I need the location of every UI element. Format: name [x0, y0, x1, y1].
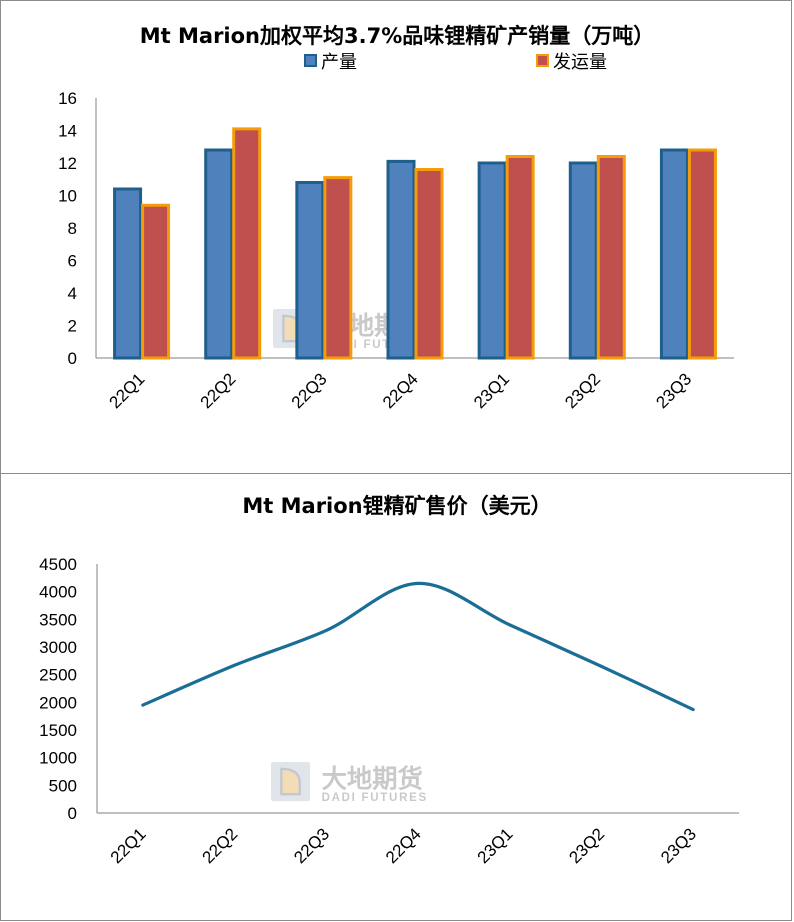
price-point-22Q4 — [417, 582, 419, 584]
price-panel: Mt Marion锂精矿售价（美元） 0 500 1000 1500 2000 2500 30… — [0, 473, 792, 921]
watermark-text-en: DADI FUTURES — [322, 792, 428, 804]
price-point-22Q1 — [142, 704, 144, 706]
x-tick-label: 22Q1 — [106, 369, 149, 412]
price-point-23Q3 — [692, 709, 694, 711]
watermark-text-cn: 大地期货 — [322, 764, 423, 793]
x-tick-label: 22Q3 — [288, 369, 331, 412]
y-tick-label: 12 — [58, 154, 77, 173]
x-tick-label: 23Q2 — [565, 824, 608, 867]
chart-title: Mt Marion加权平均3.7%品味锂精矿产销量（万吨） — [140, 24, 655, 48]
y-tick-label: 3000 — [39, 638, 77, 657]
x-tick-label: 22Q2 — [199, 824, 242, 867]
y-tick-label: 8 — [68, 219, 77, 238]
chart-title: Mt Marion锂精矿售价（美元） — [242, 494, 551, 518]
y-tick-label: 4000 — [39, 583, 77, 602]
legend-label-1: 发运量 — [553, 52, 607, 73]
y-tick-label: 2 — [68, 317, 77, 336]
legend-swatch-1 — [536, 54, 549, 67]
bar-产量-22Q3 — [295, 181, 325, 360]
bar-发运量-23Q2 — [596, 155, 626, 360]
price-point-23Q1 — [509, 624, 511, 626]
price-point-22Q2 — [234, 664, 236, 666]
bar-发运量-22Q4 — [414, 168, 444, 360]
watermark-logo-mark — [280, 767, 301, 796]
legend-swatch-0 — [304, 54, 317, 67]
bar-产量-23Q1 — [477, 161, 507, 360]
x-tick-label: 23Q3 — [652, 369, 695, 412]
bar-产量-22Q4 — [386, 159, 416, 360]
production-shipment-panel: Mt Marion加权平均3.7%品味锂精矿产销量（万吨） 产量 发运量 0 2 4 6 8 1… — [0, 0, 792, 474]
x-tick-label: 22Q2 — [197, 369, 240, 412]
y-tick-label: 1500 — [39, 721, 77, 740]
x-tick-label: 23Q3 — [657, 824, 700, 867]
bar-产量-22Q2 — [204, 148, 234, 360]
y-tick-label: 500 — [49, 776, 77, 795]
x-tick-label: 22Q1 — [107, 824, 150, 867]
price-point-23Q2 — [600, 665, 602, 667]
bar-发运量-22Q1 — [141, 203, 171, 360]
x-tick-label: 23Q2 — [561, 369, 604, 412]
bar-发运量-22Q2 — [232, 127, 262, 360]
x-tick-label: 22Q3 — [290, 824, 333, 867]
bar-发运量-23Q1 — [505, 155, 535, 360]
x-tick-label: 22Q4 — [379, 369, 422, 412]
y-tick-label: 1000 — [39, 749, 77, 768]
y-tick-label: 4 — [68, 284, 77, 303]
x-tick-label: 23Q1 — [474, 824, 517, 867]
y-tick-label: 16 — [58, 89, 77, 108]
bar-产量-23Q2 — [568, 161, 598, 360]
y-tick-label: 10 — [58, 187, 77, 206]
bar-发运量-22Q3 — [323, 176, 353, 360]
bar-产量-22Q1 — [113, 187, 143, 360]
y-tick-label: 0 — [68, 804, 77, 823]
bar-产量-23Q3 — [659, 148, 689, 360]
price-series-line — [141, 581, 695, 712]
price-point-22Q3 — [325, 629, 327, 631]
y-tick-label: 0 — [68, 349, 77, 368]
y-tick-label: 14 — [58, 122, 77, 141]
y-tick-label: 6 — [68, 252, 77, 271]
y-tick-label: 4500 — [39, 555, 77, 574]
y-tick-label: 2500 — [39, 666, 77, 685]
legend-label-0: 产量 — [321, 52, 357, 73]
y-tick-label: 2000 — [39, 693, 77, 712]
production-shipment-bar-chart: Mt Marion加权平均3.7%品味锂精矿产销量（万吨） 产量 发运量 0 2 4 6 8 1… — [58, 24, 734, 412]
y-tick-label: 3500 — [39, 610, 77, 629]
bar-发运量-23Q3 — [687, 148, 717, 360]
price-line-chart: Mt Marion锂精矿售价（美元） 0 500 1000 1500 2000 2500 30… — [39, 494, 739, 867]
x-tick-label: 23Q1 — [470, 369, 513, 412]
x-tick-label: 22Q4 — [382, 824, 425, 867]
